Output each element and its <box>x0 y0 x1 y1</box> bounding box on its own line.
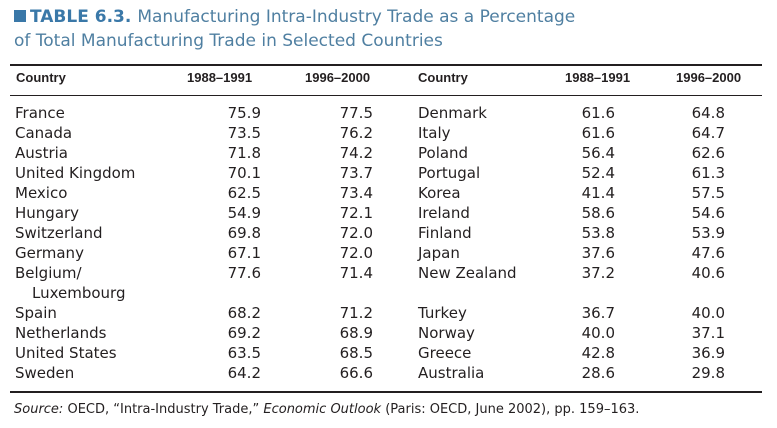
value-1988-1991: 73.5 <box>227 124 261 142</box>
value-1988-1991: 36.7 <box>581 304 615 322</box>
country-name: Hungary <box>15 204 80 222</box>
value-1988-1991: 37.6 <box>581 244 615 262</box>
value-1988-1991: 63.5 <box>227 344 261 362</box>
value-1996-2000: 40.6 <box>691 264 725 282</box>
country-name: Norway <box>418 324 475 342</box>
value-1996-2000: 37.1 <box>691 324 725 342</box>
country-name: New Zealand <box>418 264 517 282</box>
country-name: Netherlands <box>15 324 107 342</box>
value-1988-1991: 69.2 <box>227 324 261 342</box>
value-1988-1991: 52.4 <box>581 164 615 182</box>
country-name: Belgium/ <box>15 264 82 282</box>
table-title-line-2: of Total Manufacturing Trade in Selected… <box>14 31 443 51</box>
value-1996-2000: 76.2 <box>339 124 373 142</box>
country-name: United Kingdom <box>15 164 136 182</box>
value-1988-1991: 75.9 <box>227 104 261 122</box>
value-1996-2000: 68.9 <box>339 324 373 342</box>
country-name: Finland <box>418 224 472 242</box>
value-1996-2000: 71.4 <box>339 264 373 282</box>
country-name: Canada <box>15 124 73 142</box>
value-1996-2000: 73.4 <box>339 184 373 202</box>
value-1988-1991: 62.5 <box>227 184 261 202</box>
value-1996-2000: 77.5 <box>339 104 373 122</box>
value-1996-2000: 72.1 <box>339 204 373 222</box>
value-1988-1991: 56.4 <box>581 144 615 162</box>
country-name: Austria <box>15 144 68 162</box>
value-1988-1991: 70.1 <box>227 164 261 182</box>
table-header-rule <box>10 95 762 96</box>
value-1996-2000: 64.7 <box>691 124 725 142</box>
value-1988-1991: 42.8 <box>581 344 615 362</box>
source-text-2: (Paris: OECD, June 2002), pp. 159–163. <box>381 402 640 417</box>
header-1988-1991-left: 1988–1991 <box>187 70 253 85</box>
country-name: Korea <box>418 184 461 202</box>
value-1996-2000: 53.9 <box>691 224 725 242</box>
source-text-1: OECD, “Intra-Industry Trade,” <box>63 402 264 417</box>
country-name: Denmark <box>418 104 487 122</box>
country-name: Spain <box>15 304 57 322</box>
value-1996-2000: 36.9 <box>691 344 725 362</box>
source-publication: Economic Outlook <box>263 402 382 417</box>
country-name: Greece <box>418 344 472 362</box>
value-1996-2000: 71.2 <box>339 304 373 322</box>
country-name: Portugal <box>418 164 481 182</box>
country-name: Turkey <box>418 304 467 322</box>
value-1988-1991: 37.2 <box>581 264 615 282</box>
country-name: Mexico <box>15 184 68 202</box>
header-1996-2000-left: 1996–2000 <box>305 70 371 85</box>
value-1996-2000: 74.2 <box>339 144 373 162</box>
country-name: Ireland <box>418 204 470 222</box>
value-1988-1991: 71.8 <box>227 144 261 162</box>
header-1996-2000-right: 1996–2000 <box>676 70 742 85</box>
table-bottom-rule <box>10 391 762 393</box>
header-1988-1991-right: 1988–1991 <box>565 70 631 85</box>
value-1996-2000: 47.6 <box>691 244 725 262</box>
value-1988-1991: 67.1 <box>227 244 261 262</box>
value-1996-2000: 72.0 <box>339 244 373 262</box>
country-name: Poland <box>418 144 469 162</box>
table-title-text-1: Manufacturing Intra-Industry Trade as a … <box>137 7 576 27</box>
value-1988-1991: 53.8 <box>581 224 615 242</box>
country-name: Germany <box>15 244 84 262</box>
value-1988-1991: 41.4 <box>581 184 615 202</box>
value-1988-1991: 69.8 <box>227 224 261 242</box>
country-name: Sweden <box>15 364 75 382</box>
country-name: Switzerland <box>15 224 103 242</box>
table-number: TABLE 6.3. <box>30 7 132 27</box>
country-name: United States <box>15 344 117 362</box>
value-1996-2000: 62.6 <box>691 144 725 162</box>
value-1988-1991: 61.6 <box>581 124 615 142</box>
value-1996-2000: 57.5 <box>691 184 725 202</box>
value-1988-1991: 68.2 <box>227 304 261 322</box>
table-top-rule <box>10 64 762 66</box>
value-1996-2000: 68.5 <box>339 344 373 362</box>
country-name: Italy <box>418 124 451 142</box>
value-1996-2000: 72.0 <box>339 224 373 242</box>
value-1996-2000: 73.7 <box>339 164 373 182</box>
value-1988-1991: 40.0 <box>581 324 615 342</box>
country-name: France <box>15 104 65 122</box>
header-country-right: Country <box>418 70 468 85</box>
country-name: Australia <box>418 364 485 382</box>
value-1988-1991: 64.2 <box>227 364 261 382</box>
table-marker-square-icon <box>14 10 26 22</box>
source-label: Source: <box>14 402 64 417</box>
value-1988-1991: 77.6 <box>227 264 261 282</box>
country-name-continued: Luxembourg <box>32 284 126 302</box>
value-1988-1991: 54.9 <box>227 204 261 222</box>
table-title: TABLE 6.3. Manufacturing Intra-Industry T… <box>14 5 764 53</box>
value-1988-1991: 28.6 <box>581 364 615 382</box>
value-1996-2000: 66.6 <box>339 364 373 382</box>
table-title-line-1: TABLE 6.3. Manufacturing Intra-Industry T… <box>14 5 764 29</box>
header-country-left: Country <box>16 70 66 85</box>
source-note: Source: OECD, “Intra-Industry Trade,” Ec… <box>14 401 639 419</box>
value-1996-2000: 54.6 <box>691 204 725 222</box>
value-1996-2000: 61.3 <box>691 164 725 182</box>
value-1996-2000: 40.0 <box>691 304 725 322</box>
value-1988-1991: 61.6 <box>581 104 615 122</box>
country-name: Japan <box>418 244 460 262</box>
value-1996-2000: 64.8 <box>691 104 725 122</box>
value-1988-1991: 58.6 <box>581 204 615 222</box>
value-1996-2000: 29.8 <box>691 364 725 382</box>
